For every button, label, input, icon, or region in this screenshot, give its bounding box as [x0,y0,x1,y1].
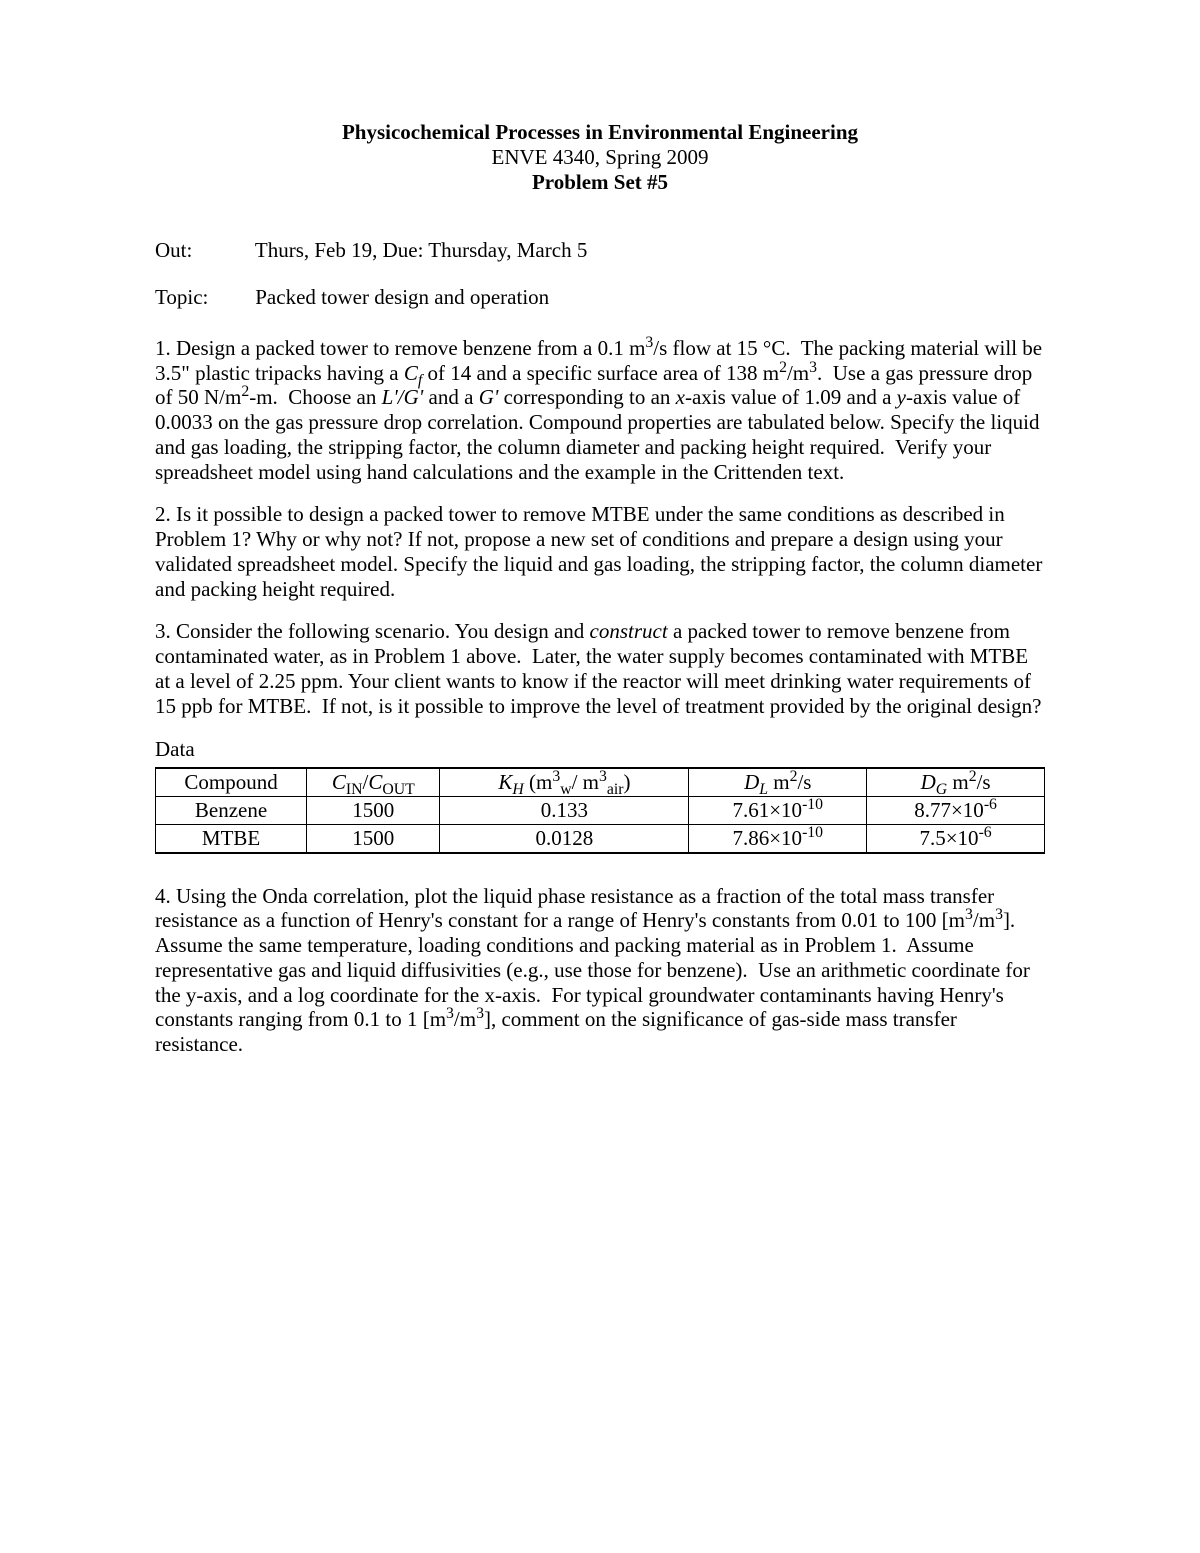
document-header: Physicochemical Processes in Environment… [155,120,1045,194]
topic-value: Packed tower design and operation [255,285,549,309]
problem-set-number: Problem Set #5 [155,170,1045,195]
problem-2: 2. Is it possible to design a packed tow… [155,502,1045,601]
table-row: Benzene 1500 0.133 7.61×10-10 8.77×10-6 [156,797,1045,825]
topic-label: Topic: [155,285,250,310]
out-label: Out: [155,238,250,263]
col-dg: DG m2/s [867,768,1045,796]
col-cratio: CIN/COUT [307,768,440,796]
cell-dg: 7.5×10-6 [867,824,1045,852]
compound-data-table: Compound CIN/COUT KH (m3w/ m3air) DL m2/… [155,767,1045,853]
table-header-row: Compound CIN/COUT KH (m3w/ m3air) DL m2/… [156,768,1045,796]
out-value: Thurs, Feb 19, Due: Thursday, March 5 [255,238,587,262]
cell-dg: 8.77×10-6 [867,797,1045,825]
out-line: Out: Thurs, Feb 19, Due: Thursday, March… [155,238,1045,263]
topic-line: Topic: Packed tower design and operation [155,285,1045,310]
cell-kh: 0.133 [440,797,689,825]
problem-1: 1. Design a packed tower to remove benze… [155,336,1045,485]
course-info: ENVE 4340, Spring 2009 [155,145,1045,170]
cell-cratio: 1500 [307,797,440,825]
col-kh: KH (m3w/ m3air) [440,768,689,796]
table-row: MTBE 1500 0.0128 7.86×10-10 7.5×10-6 [156,824,1045,852]
cell-kh: 0.0128 [440,824,689,852]
data-heading: Data [155,737,1045,762]
cell-dl: 7.86×10-10 [689,824,867,852]
problem-4: 4. Using the Onda correlation, plot the … [155,884,1045,1057]
cell-compound: MTBE [156,824,307,852]
cell-compound: Benzene [156,797,307,825]
col-compound: Compound [156,768,307,796]
cell-cratio: 1500 [307,824,440,852]
course-title: Physicochemical Processes in Environment… [155,120,1045,145]
problem-3: 3. Consider the following scenario. You … [155,619,1045,718]
document-page: Physicochemical Processes in Environment… [0,0,1200,1553]
col-dl: DL m2/s [689,768,867,796]
cell-dl: 7.61×10-10 [689,797,867,825]
